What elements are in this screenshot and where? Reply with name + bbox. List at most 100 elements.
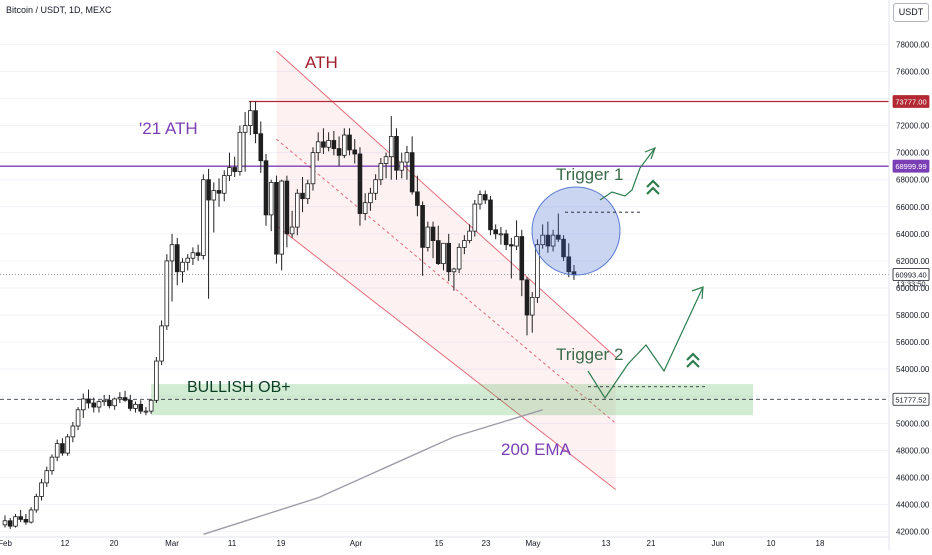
candle-body bbox=[154, 360, 159, 401]
candle-body bbox=[420, 205, 425, 248]
current-price-tag: 60993.40 bbox=[895, 271, 926, 280]
candle-body bbox=[556, 234, 561, 240]
candle-body bbox=[180, 261, 185, 273]
price-tick-label: 58000.00 bbox=[896, 311, 930, 320]
trigger-1-chevron-icon bbox=[646, 186, 660, 195]
price-tick-label: 62000.00 bbox=[896, 257, 930, 266]
candle-body bbox=[326, 140, 331, 148]
candle-body bbox=[81, 398, 86, 411]
ema-label: 200 EMA bbox=[501, 440, 572, 459]
price-tick-label: 64000.00 bbox=[896, 230, 930, 239]
candle-body bbox=[498, 233, 504, 236]
candle-body bbox=[237, 131, 243, 172]
candle-body bbox=[467, 230, 472, 242]
time-tick-label: 15 bbox=[435, 539, 444, 548]
candle-body bbox=[514, 236, 519, 247]
candle-body bbox=[462, 240, 467, 248]
candle-body bbox=[34, 495, 39, 511]
time-tick-label: 12 bbox=[61, 539, 70, 548]
candle-body bbox=[274, 182, 279, 255]
trigger-1-projection bbox=[599, 147, 656, 201]
candle-body bbox=[493, 229, 498, 235]
candle-body bbox=[352, 149, 358, 155]
trigger-1-zone bbox=[531, 186, 621, 276]
time-tick-label: 20 bbox=[110, 539, 119, 548]
candle-body bbox=[279, 180, 284, 255]
candle-body bbox=[18, 516, 23, 520]
price-tick-label: 44000.00 bbox=[896, 501, 930, 510]
time-tick-label: 19 bbox=[277, 539, 286, 548]
candle-body bbox=[415, 191, 420, 206]
countdown-tag: 13:33:50 bbox=[896, 280, 925, 289]
candle-body bbox=[472, 203, 478, 232]
trigger-2-chevron-icon bbox=[686, 359, 700, 368]
candle-body bbox=[315, 141, 321, 154]
candle-body bbox=[284, 180, 290, 235]
candle-body bbox=[143, 410, 149, 413]
candle-body bbox=[174, 244, 180, 273]
candle-body bbox=[268, 182, 274, 216]
candle-body bbox=[127, 399, 133, 409]
candle-body bbox=[540, 234, 545, 246]
time-tick-label: 13 bbox=[602, 539, 611, 548]
grid bbox=[0, 43, 889, 533]
candle-body bbox=[65, 436, 70, 454]
candle-body bbox=[488, 199, 493, 231]
candle-body bbox=[529, 297, 535, 316]
candle-body bbox=[331, 140, 337, 149]
candle-body bbox=[446, 242, 451, 273]
candle-body bbox=[227, 167, 232, 177]
candle-body bbox=[378, 163, 384, 181]
time-tick-label: 18 bbox=[816, 539, 825, 548]
trigger-1-label: Trigger 1 bbox=[556, 165, 623, 184]
candle-body bbox=[7, 520, 13, 527]
candle-body bbox=[2, 520, 8, 526]
candle-body bbox=[54, 443, 60, 458]
candle-body bbox=[190, 252, 196, 259]
candle-body bbox=[44, 470, 50, 484]
candle-body bbox=[535, 244, 540, 298]
candle-body bbox=[86, 398, 91, 404]
channel-mid-line bbox=[276, 138, 617, 424]
trigger-2-label: Trigger 2 bbox=[556, 345, 623, 364]
candle-body bbox=[221, 175, 227, 194]
candle-body bbox=[49, 456, 55, 472]
ath-price-tag: 73777.00 bbox=[895, 98, 926, 107]
ath-price-tag-bg bbox=[892, 95, 930, 108]
candle-body bbox=[107, 399, 112, 407]
order-block-label: BULLISH OB+ bbox=[187, 379, 291, 396]
currency-badge[interactable]: USDT bbox=[893, 3, 929, 22]
candle-body bbox=[373, 179, 378, 194]
candle-body bbox=[357, 153, 363, 214]
candle-body bbox=[561, 238, 566, 258]
time-tick-label: Apr bbox=[350, 539, 363, 548]
candle-body bbox=[258, 133, 264, 162]
candle-body bbox=[545, 234, 551, 247]
candle-body bbox=[96, 401, 102, 408]
candle-body bbox=[336, 148, 342, 156]
candle-body bbox=[524, 279, 530, 316]
candle-body bbox=[185, 257, 191, 263]
candle-body bbox=[211, 190, 217, 201]
candle-body bbox=[550, 234, 556, 247]
candle-body bbox=[409, 152, 415, 193]
trigger-2-arrowhead bbox=[691, 286, 704, 300]
candle-body bbox=[91, 402, 97, 408]
candle-body bbox=[300, 192, 305, 200]
candle-body bbox=[248, 110, 253, 126]
price-tick-label: 66000.00 bbox=[896, 203, 930, 212]
candle-body bbox=[39, 482, 44, 497]
candle-body bbox=[122, 397, 128, 401]
current-price-tag-bg bbox=[892, 268, 930, 281]
trigger-2-chevron-icon bbox=[686, 352, 700, 361]
candle-body bbox=[305, 183, 311, 200]
candle-body bbox=[117, 397, 123, 400]
prior-ath-price-tag: 68999.99 bbox=[895, 162, 926, 171]
candle-body bbox=[70, 425, 76, 438]
candle-body bbox=[206, 179, 211, 201]
trigger-1-arrowhead bbox=[644, 146, 657, 160]
candle-body bbox=[28, 509, 34, 523]
time-tick-label: 10 bbox=[767, 539, 776, 548]
